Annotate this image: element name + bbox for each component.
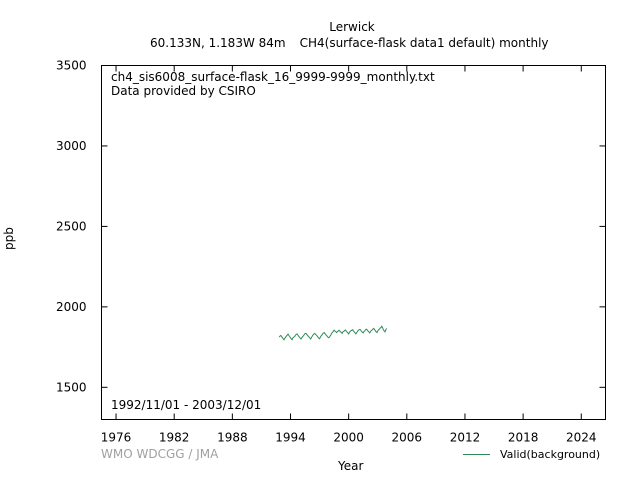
annotation-period: 1992/11/01 - 2003/12/01 bbox=[111, 398, 261, 412]
x-tick-label: 2006 bbox=[392, 431, 423, 445]
legend-label: Valid(background) bbox=[500, 448, 601, 461]
x-tick-label: 2000 bbox=[333, 431, 364, 445]
series-line-valid-background bbox=[278, 325, 388, 341]
axis-tick-labels: 1976 1982 1988 1994 2000 2006 2012 2018 2024 1500… bbox=[56, 59, 597, 445]
plot-frame bbox=[101, 65, 606, 420]
credit-text: WMO WDCGG / JMA bbox=[101, 447, 219, 461]
x-tick-label: 2024 bbox=[566, 431, 597, 445]
x-axis-label: Year bbox=[338, 459, 364, 473]
axis-ticks bbox=[101, 65, 606, 420]
annotation-file: ch4_sis6008_surface-flask_16_9999-9999_m… bbox=[111, 70, 435, 84]
dataset-description: CH4(surface-flask data1 default) monthly bbox=[299, 36, 549, 50]
y-tick-label: 3500 bbox=[56, 59, 87, 73]
x-tick-label: 2012 bbox=[450, 431, 481, 445]
y-tick-label: 2500 bbox=[56, 219, 87, 233]
x-tick-label: 1982 bbox=[159, 431, 190, 445]
legend-swatch bbox=[463, 454, 490, 455]
x-tick-label: 1976 bbox=[101, 431, 132, 445]
y-tick-label: 2000 bbox=[56, 300, 87, 314]
x-tick-label: 2018 bbox=[508, 431, 539, 445]
chart-title: Lerwick bbox=[329, 20, 375, 34]
chart-subtitle: 60.133N, 1.183W 84m CH4(surface-flask dat… bbox=[150, 36, 549, 50]
station-location: 60.133N, 1.183W 84m bbox=[150, 36, 286, 50]
x-tick-label: 1988 bbox=[217, 431, 248, 445]
x-tick-label: 1994 bbox=[275, 431, 306, 445]
y-tick-label: 3000 bbox=[56, 139, 87, 153]
y-tick-label: 1500 bbox=[56, 380, 87, 394]
annotation-provider: Data provided by CSIRO bbox=[111, 84, 256, 98]
